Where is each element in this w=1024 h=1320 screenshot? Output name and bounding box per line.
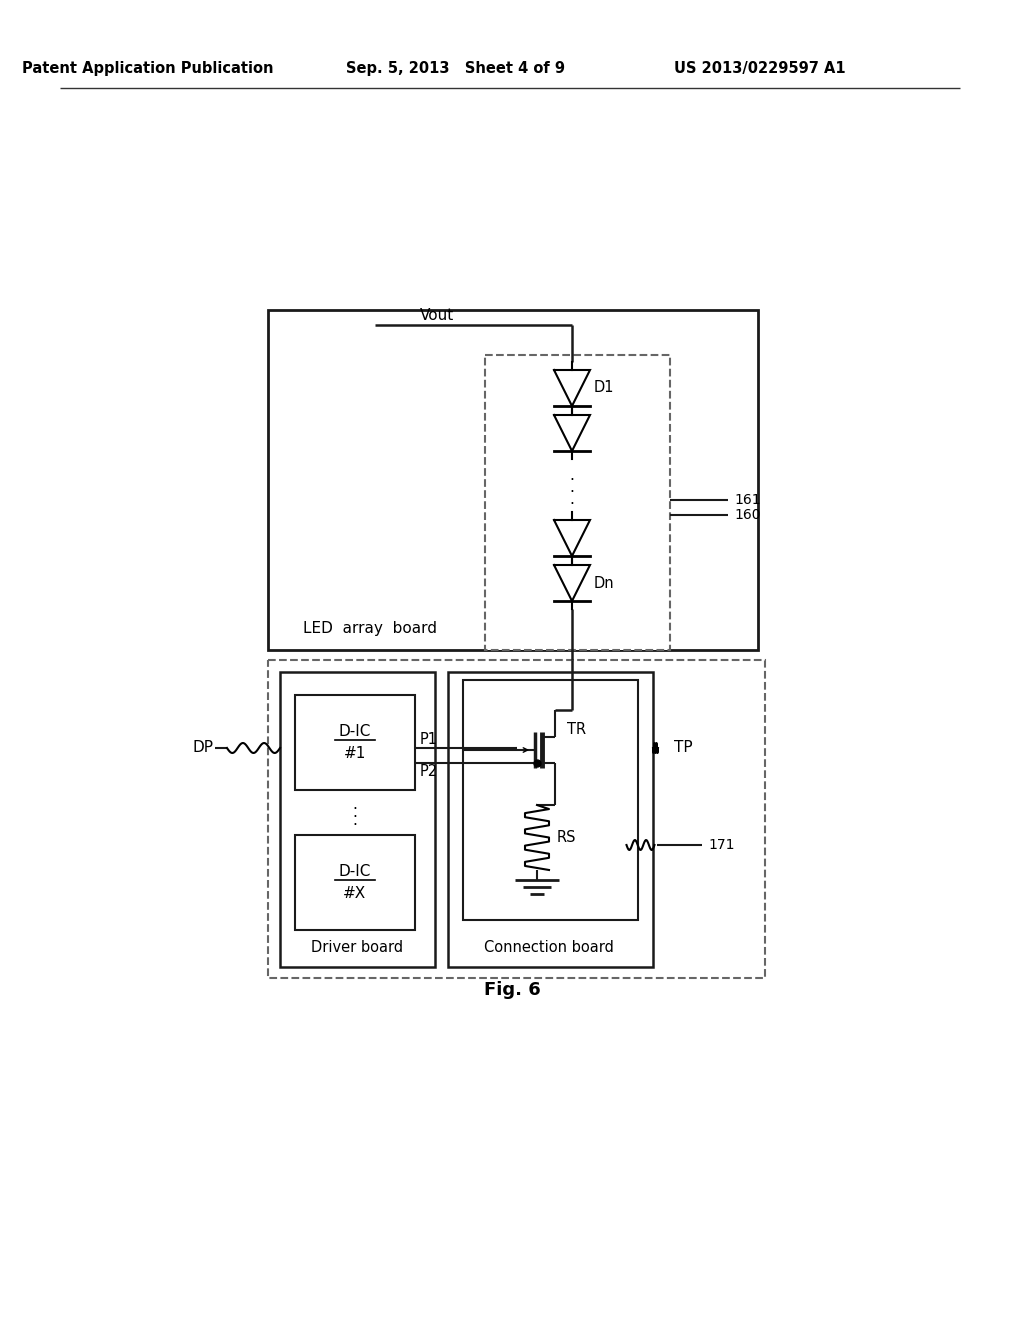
Text: Patent Application Publication: Patent Application Publication bbox=[23, 61, 273, 75]
Text: DP: DP bbox=[193, 741, 213, 755]
Text: Sep. 5, 2013   Sheet 4 of 9: Sep. 5, 2013 Sheet 4 of 9 bbox=[345, 61, 564, 75]
Text: P2: P2 bbox=[420, 763, 438, 779]
Text: Driver board: Driver board bbox=[311, 940, 403, 956]
Text: Fig. 6: Fig. 6 bbox=[483, 981, 541, 999]
Bar bbox=[268, 660, 765, 978]
Text: Dn: Dn bbox=[594, 576, 614, 590]
Text: #1: #1 bbox=[344, 746, 367, 762]
Text: .: . bbox=[352, 813, 357, 828]
Bar bbox=[449, 672, 653, 968]
Text: .: . bbox=[352, 805, 357, 820]
Text: TP: TP bbox=[674, 741, 692, 755]
Text: 160: 160 bbox=[734, 508, 761, 521]
Bar bbox=[295, 836, 415, 931]
Text: D1: D1 bbox=[594, 380, 614, 396]
Bar bbox=[463, 680, 638, 920]
Text: P1: P1 bbox=[420, 733, 438, 747]
Bar bbox=[268, 310, 758, 649]
Text: .: . bbox=[352, 797, 357, 812]
Bar bbox=[485, 355, 670, 649]
Text: US 2013/0229597 A1: US 2013/0229597 A1 bbox=[674, 61, 846, 75]
Text: 171: 171 bbox=[709, 838, 735, 851]
Text: LED  array  board: LED array board bbox=[303, 620, 437, 635]
Text: D-IC: D-IC bbox=[339, 863, 371, 879]
Text: .: . bbox=[569, 491, 574, 507]
Text: RS: RS bbox=[557, 830, 577, 845]
Bar bbox=[295, 696, 415, 789]
Text: Vout: Vout bbox=[420, 308, 455, 322]
Text: .: . bbox=[569, 479, 574, 495]
Text: Connection board: Connection board bbox=[484, 940, 614, 956]
Text: TR: TR bbox=[567, 722, 586, 738]
Bar bbox=[280, 672, 435, 968]
Text: 161: 161 bbox=[734, 492, 761, 507]
Text: D-IC: D-IC bbox=[339, 723, 371, 739]
Text: .: . bbox=[569, 467, 574, 483]
Text: #X: #X bbox=[343, 887, 367, 902]
